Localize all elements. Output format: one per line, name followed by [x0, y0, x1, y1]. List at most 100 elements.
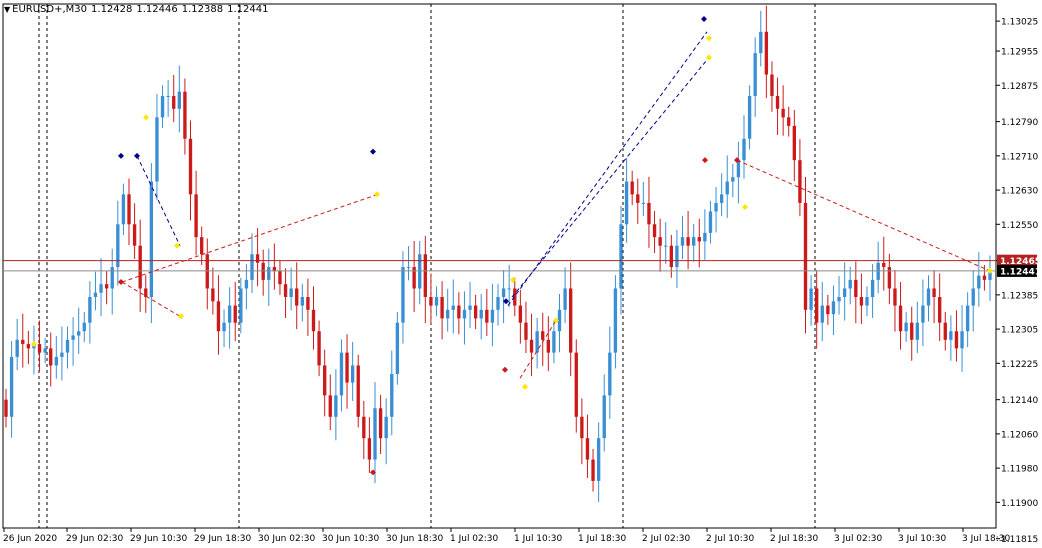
candle-body — [127, 194, 131, 225]
candle-body — [227, 305, 232, 323]
candle-body — [121, 194, 126, 225]
y-tick-label: 1.13025 — [1001, 18, 1038, 28]
candle-body — [37, 344, 42, 353]
candle-body — [132, 224, 137, 246]
candle-body — [977, 275, 981, 289]
candle-body — [255, 254, 260, 263]
candle-body — [775, 95, 780, 109]
candle-body — [680, 237, 685, 246]
candle-body — [390, 374, 394, 417]
yellow-point-marker — [510, 276, 516, 283]
x-tick-label: 1 Jul 02:30 — [450, 534, 499, 544]
pattern-line-blue-3 — [511, 57, 710, 298]
yellow-point-marker — [553, 317, 559, 324]
candle-body — [473, 305, 478, 319]
candle-body — [954, 331, 959, 349]
collapse-triangle-icon[interactable]: ▼ — [4, 5, 11, 14]
candle-body — [865, 297, 869, 306]
candle-body — [524, 322, 528, 340]
candle-body — [647, 202, 651, 225]
candle-body — [496, 297, 500, 310]
candle-body — [267, 267, 271, 280]
yellow-point-marker — [706, 35, 712, 42]
x-tick-label: 2 Jul 18:30 — [770, 534, 819, 544]
candle-body — [619, 224, 623, 289]
x-tick-label: 1 Jul 10:30 — [514, 534, 563, 544]
candle-body — [557, 309, 562, 332]
y-tick-label: 1.12385 — [1001, 291, 1038, 301]
candle-body — [367, 438, 372, 460]
candle-body — [859, 297, 864, 306]
candle-body — [898, 305, 903, 332]
candle-body — [887, 267, 892, 289]
candle-body — [608, 352, 612, 396]
low-value: 1.12388 — [181, 4, 224, 15]
candle-body — [323, 365, 327, 396]
y-tick-label: 1.11900 — [1001, 499, 1038, 509]
candle-body — [479, 309, 483, 319]
candle-body — [116, 224, 120, 268]
y-tick-label: 1.12140 — [1001, 396, 1038, 406]
yellow-point-marker — [143, 114, 149, 121]
candle-body — [149, 181, 154, 298]
candle-body — [753, 53, 757, 96]
candle-body — [468, 305, 472, 310]
candle-body — [15, 339, 19, 357]
candles — [4, 5, 992, 502]
candle-body — [731, 177, 735, 182]
candle-body — [339, 352, 344, 396]
candle-body — [378, 408, 383, 439]
candle-body — [602, 395, 606, 439]
candle-body — [585, 438, 590, 460]
candle-body — [155, 117, 159, 182]
candle-body — [664, 245, 668, 247]
candle-body — [356, 365, 360, 417]
candle-body — [770, 74, 774, 96]
candle-body — [334, 395, 338, 417]
x-tick-label: 29 Jun 18:30 — [194, 534, 251, 544]
candle-body — [915, 322, 919, 340]
candle-body — [446, 309, 450, 319]
y-tick-label: 1.12060 — [1001, 430, 1038, 440]
blue-arrow-marker — [134, 152, 140, 159]
candle-body — [423, 254, 427, 298]
blue-arrow-marker — [503, 298, 509, 305]
candle-body — [345, 352, 349, 383]
open-value: 1.12428 — [91, 4, 133, 15]
candle-body — [535, 331, 539, 353]
pattern-line-red-1 — [121, 193, 379, 283]
price-label-upper: 1.12465 — [1000, 257, 1041, 267]
candle-body — [239, 288, 243, 323]
yellow-point-marker — [742, 204, 748, 211]
y-tick-label: 1.11980 — [1001, 465, 1038, 475]
candle-body — [406, 267, 411, 269]
candle-body — [295, 288, 299, 306]
candle-body — [837, 297, 841, 302]
pattern-line-red-2 — [121, 281, 181, 317]
symbol-label: EURUSD+,M30 — [12, 4, 88, 15]
candle-body — [188, 138, 193, 195]
y-tick-label: 1.12790 — [1001, 118, 1038, 128]
candle-body — [569, 288, 573, 353]
candle-body — [300, 297, 304, 306]
candle-body — [613, 288, 618, 353]
yellow-point-marker — [706, 54, 712, 61]
candle-body — [798, 160, 802, 203]
candle-body — [574, 352, 578, 417]
candle-body — [350, 365, 355, 383]
candle-body — [669, 245, 673, 268]
candle-body — [759, 31, 763, 54]
yellow-point-marker — [31, 341, 37, 348]
candle-body — [272, 267, 277, 272]
candle-body — [552, 331, 556, 353]
y-tick-label: 1.12710 — [1001, 152, 1038, 162]
close-value: 1.12441 — [227, 4, 269, 15]
candle-body — [636, 194, 640, 203]
candle-body — [529, 339, 534, 353]
candle-body — [507, 288, 511, 290]
candle-body — [697, 237, 701, 242]
candle-body — [910, 322, 914, 340]
candle-body — [719, 194, 724, 203]
candle-body — [803, 202, 808, 310]
